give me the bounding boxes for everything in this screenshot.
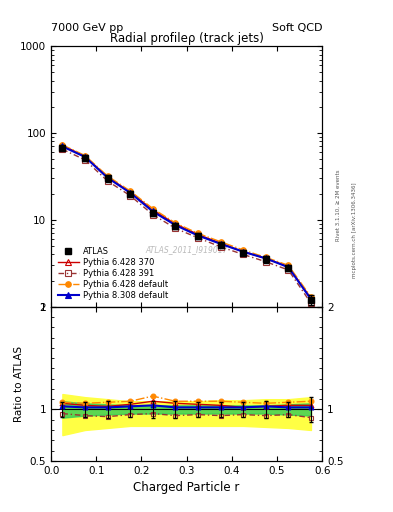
Title: Radial profileρ (track jets): Radial profileρ (track jets) xyxy=(110,32,264,45)
Text: ATLAS_2011_I919017: ATLAS_2011_I919017 xyxy=(145,245,228,254)
X-axis label: Charged Particle r: Charged Particle r xyxy=(134,481,240,494)
Text: mcplots.cern.ch [arXiv:1306.3436]: mcplots.cern.ch [arXiv:1306.3436] xyxy=(352,183,357,278)
Legend: ATLAS, Pythia 6.428 370, Pythia 6.428 391, Pythia 6.428 default, Pythia 8.308 de: ATLAS, Pythia 6.428 370, Pythia 6.428 39… xyxy=(55,244,171,303)
Y-axis label: Ratio to ATLAS: Ratio to ATLAS xyxy=(14,346,24,422)
Text: Soft QCD: Soft QCD xyxy=(272,23,322,33)
Text: Rivet 3.1.10, ≥ 2M events: Rivet 3.1.10, ≥ 2M events xyxy=(336,169,341,241)
Text: 7000 GeV pp: 7000 GeV pp xyxy=(51,23,123,33)
